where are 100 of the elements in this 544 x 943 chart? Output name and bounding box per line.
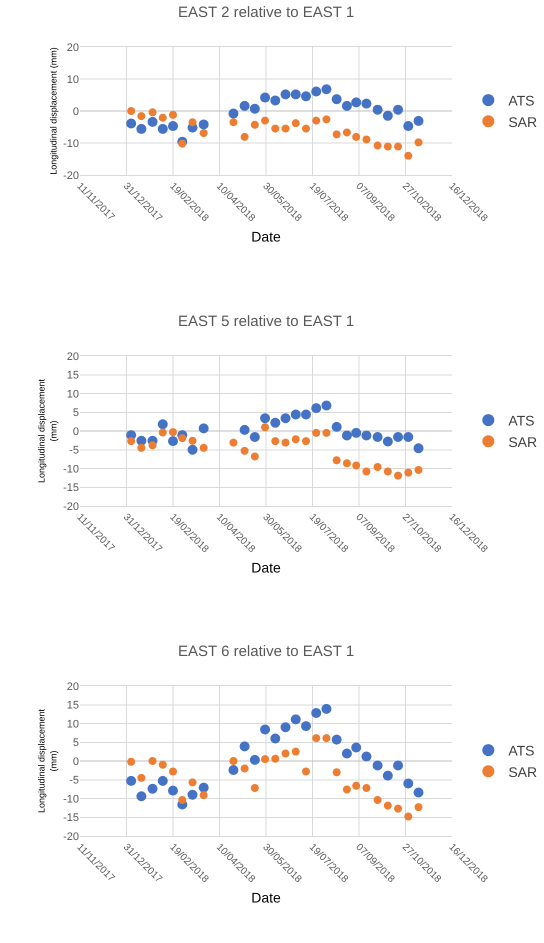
- point: [200, 791, 208, 800]
- point: [332, 768, 341, 776]
- y-tick-label: 15: [66, 700, 79, 712]
- legend-label: ATS: [508, 742, 535, 759]
- point: [137, 112, 146, 120]
- chart-title: EAST 6 relative to EAST 1: [178, 643, 354, 660]
- x-axis-title: Date: [251, 890, 281, 906]
- point: [158, 419, 168, 430]
- point: [280, 413, 291, 424]
- point: [282, 124, 290, 133]
- point: [282, 750, 290, 758]
- point: [168, 786, 178, 796]
- point: [322, 428, 330, 437]
- point: [228, 765, 238, 775]
- point: [302, 768, 310, 776]
- point: [372, 432, 383, 442]
- point: [322, 115, 330, 124]
- point: [352, 132, 360, 141]
- legend-label: ATS: [508, 92, 535, 109]
- point: [200, 129, 208, 138]
- y-tick-label: 0: [72, 756, 79, 768]
- point: [362, 784, 370, 792]
- point: [300, 721, 311, 732]
- y-tick-label: -5: [69, 774, 79, 787]
- point: [178, 796, 186, 804]
- point: [240, 132, 249, 141]
- point: [158, 124, 168, 134]
- point: [137, 444, 146, 452]
- point: [188, 118, 197, 126]
- point: [361, 752, 372, 762]
- y-tick-label: 20: [66, 350, 79, 363]
- point: [403, 778, 414, 788]
- point: [261, 423, 270, 432]
- point: [200, 444, 208, 452]
- point: [393, 104, 404, 115]
- point: [312, 116, 320, 125]
- x-axis-title: Date: [251, 560, 281, 576]
- point: [250, 120, 259, 129]
- y-tick-label: 20: [66, 42, 79, 54]
- point: [394, 804, 402, 813]
- point: [198, 782, 209, 793]
- point: [261, 755, 270, 764]
- point: [384, 142, 392, 151]
- point: [311, 86, 322, 96]
- point: [240, 446, 249, 455]
- point: [169, 768, 177, 776]
- point: [126, 776, 136, 786]
- legend-label: SAR: [508, 434, 538, 450]
- point: [403, 432, 414, 442]
- point: [342, 786, 351, 794]
- point: [362, 468, 370, 476]
- point: [250, 452, 259, 460]
- point: [342, 459, 351, 468]
- point: [260, 724, 270, 734]
- point: [280, 722, 291, 732]
- point: [228, 108, 238, 119]
- y-tick-label: 20: [66, 680, 79, 693]
- y-tick-label: -20: [63, 500, 79, 513]
- point: [351, 742, 362, 752]
- y-axis-title: Longitudinal displacement (mm): [36, 708, 58, 814]
- point: [311, 708, 322, 718]
- point: [136, 791, 146, 802]
- point: [271, 754, 280, 763]
- point: [332, 456, 341, 464]
- point: [403, 121, 414, 132]
- point: [404, 152, 412, 160]
- point: [351, 428, 362, 438]
- point: [158, 114, 167, 122]
- point: [414, 138, 423, 146]
- point: [229, 757, 238, 765]
- point: [382, 770, 393, 781]
- point: [127, 107, 136, 115]
- y-axis-title: Longitudinal displacement (mm): [36, 378, 58, 484]
- point: [374, 463, 382, 471]
- point: [384, 802, 392, 810]
- point: [342, 430, 352, 440]
- y-tick-label: 10: [66, 718, 79, 730]
- point: [342, 748, 352, 758]
- point: [148, 784, 158, 794]
- legend-label: SAR: [508, 764, 538, 780]
- point: [384, 468, 392, 476]
- point: [312, 428, 320, 437]
- point: [148, 441, 157, 450]
- point: [169, 428, 177, 436]
- y-tick-label: 10: [66, 388, 79, 400]
- y-tick-label: 0: [72, 426, 79, 438]
- point: [332, 94, 342, 104]
- point: [414, 466, 423, 474]
- x-axis-title: Date: [251, 228, 281, 245]
- point: [158, 760, 167, 769]
- y-tick-label: -15: [63, 482, 79, 494]
- point: [250, 754, 260, 765]
- point: [302, 437, 310, 446]
- point: [321, 84, 332, 94]
- point: [188, 436, 197, 445]
- point: [271, 437, 280, 446]
- point: [372, 104, 383, 115]
- point: [158, 428, 167, 436]
- legend-label: ATS: [508, 412, 535, 429]
- y-tick-label: -5: [69, 444, 79, 457]
